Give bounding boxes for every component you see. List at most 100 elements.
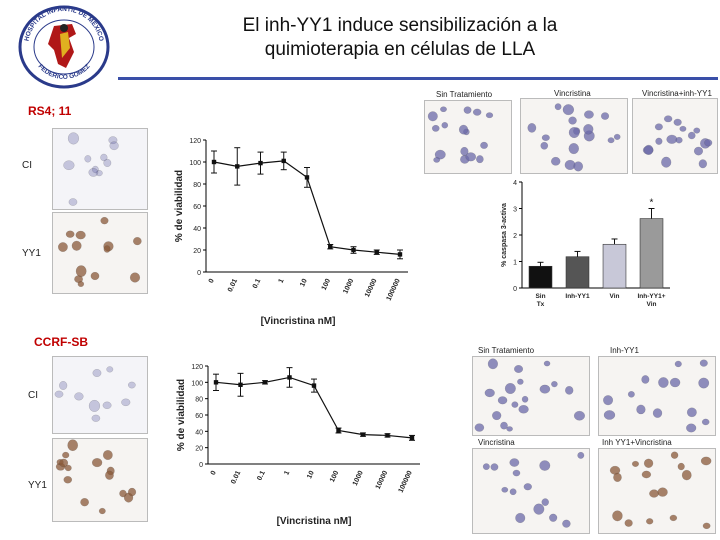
data-point	[235, 164, 240, 169]
cell	[121, 398, 131, 407]
cell	[54, 390, 64, 398]
y-tick-label: 4	[513, 180, 517, 187]
y-tick-label: 2	[513, 233, 517, 240]
cell	[434, 149, 446, 160]
micrograph-background	[53, 129, 147, 209]
data-point	[258, 160, 263, 166]
cell	[465, 152, 477, 162]
data-point	[262, 380, 268, 385]
cell	[677, 462, 685, 471]
ccrf-panel-label-3: Inh YY1+Vincristina	[602, 438, 672, 447]
y-tick-label: 60	[193, 204, 201, 211]
cell	[440, 106, 447, 113]
y-tick-label: 80	[195, 397, 203, 404]
rs4-yy1-micrograph	[52, 212, 148, 294]
micrograph-background	[473, 449, 589, 533]
cell	[652, 408, 663, 418]
bar	[565, 256, 590, 289]
cell	[627, 390, 635, 398]
x-tick-label: Inh-YY1	[565, 293, 590, 300]
cell	[698, 377, 710, 389]
x-tick-label: Sin	[535, 293, 545, 300]
cell	[600, 112, 610, 120]
rs4-ci-micrograph	[52, 128, 148, 210]
cell	[658, 377, 669, 388]
x-tick-label: 100	[321, 278, 332, 292]
cell	[108, 136, 118, 145]
rs4-panel-label-1: Vincristina	[554, 89, 591, 98]
rs4-micrograph-sin-tratamiento	[424, 100, 512, 174]
cell	[129, 272, 141, 283]
x-tick-label: 0	[208, 278, 216, 285]
y-tick-label: 60	[195, 413, 203, 420]
cell	[103, 245, 111, 253]
cell	[686, 423, 697, 433]
x-tick-label: 1	[283, 470, 291, 477]
cell	[521, 395, 529, 403]
cell	[506, 426, 513, 432]
rs4-row-yy1: YY1	[22, 248, 41, 259]
cell	[661, 156, 672, 168]
cell	[643, 458, 654, 468]
data-point	[336, 428, 341, 433]
x-tick-label: 1000	[342, 278, 355, 295]
cell	[613, 133, 621, 140]
cell	[568, 126, 580, 139]
cell	[577, 451, 585, 459]
data-point	[360, 432, 366, 437]
cell	[550, 156, 561, 166]
cell	[699, 359, 708, 367]
cell	[527, 123, 537, 133]
cell	[613, 472, 622, 482]
cell	[106, 366, 114, 373]
hospital-seal-icon: HOSPITAL INFANTIL DE MEXICO FEDERICO GOM…	[18, 5, 110, 89]
data-point	[311, 383, 317, 388]
cell	[702, 522, 711, 530]
ccrf-panel-label-0: Sin Tratamiento	[478, 346, 535, 355]
cell	[612, 510, 623, 522]
cell	[583, 110, 594, 119]
cell	[663, 115, 673, 123]
cell	[431, 124, 440, 132]
cell	[641, 470, 652, 479]
cell	[693, 127, 701, 134]
cell	[458, 124, 469, 135]
y-tick-label: 120	[189, 138, 201, 145]
cell	[583, 123, 594, 135]
data-point	[351, 247, 356, 253]
cell	[523, 483, 532, 491]
cell	[649, 489, 659, 498]
data-point	[397, 252, 403, 257]
cell	[67, 439, 79, 452]
data-point	[213, 380, 219, 385]
cell	[573, 161, 584, 172]
cell	[88, 399, 101, 412]
cell	[551, 380, 558, 388]
data-point	[281, 158, 286, 164]
y-axis-title: % de viabilidad	[176, 379, 187, 451]
cell	[513, 364, 524, 373]
cell	[669, 514, 678, 522]
cell	[603, 395, 614, 406]
cell	[59, 458, 69, 468]
cell	[98, 507, 106, 515]
bar	[639, 218, 664, 289]
cell	[485, 112, 494, 119]
y-tick-label: 100	[191, 380, 203, 387]
cell	[100, 153, 108, 162]
ccrf-micrograph-inh-yy1	[598, 356, 716, 436]
data-point	[385, 433, 390, 438]
cell	[541, 134, 550, 142]
cell	[565, 385, 574, 395]
cell	[482, 463, 490, 471]
cell	[433, 156, 441, 163]
cell	[654, 123, 663, 131]
ccrf-micrograph-inh-yy1-vincristina	[598, 448, 716, 534]
y-tick-label: 40	[193, 226, 201, 233]
cell	[641, 375, 650, 384]
x-tick-label: Inh-YY1+	[638, 293, 666, 300]
cell	[497, 396, 508, 405]
cell	[509, 458, 520, 467]
x-tick-label: 10	[306, 470, 316, 480]
